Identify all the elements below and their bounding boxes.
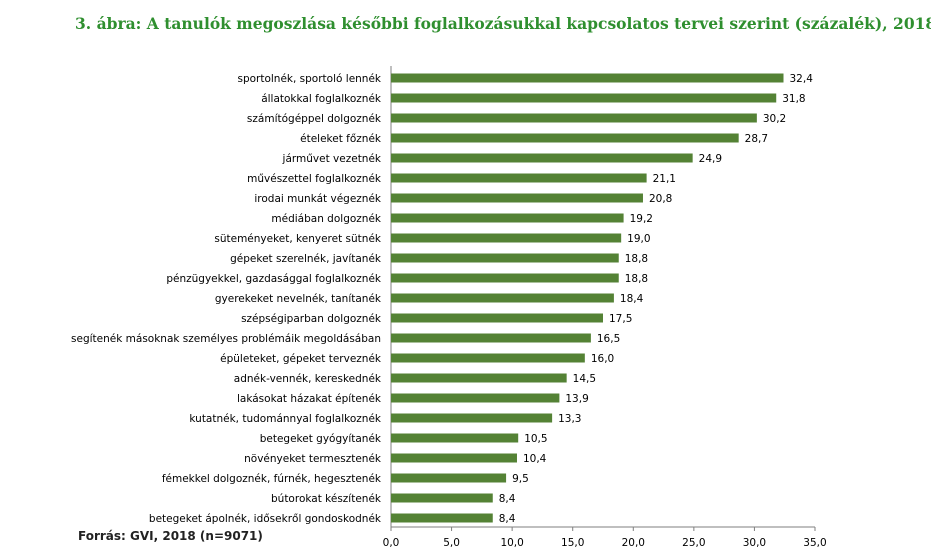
data-label: 16,5: [597, 333, 620, 345]
data-label: 17,5: [609, 313, 632, 325]
category-label: adnék-vennék, kereskednék: [234, 373, 382, 385]
category-label: számítógéppel dolgoznék: [247, 113, 382, 125]
category-label: bútorokat készítenék: [271, 493, 382, 505]
x-tick-label: 30,0: [743, 537, 766, 549]
category-label: ételeket főznék: [300, 133, 382, 145]
data-label: 18,8: [625, 273, 648, 285]
data-label: 21,1: [653, 173, 676, 185]
data-label: 13,3: [558, 413, 581, 425]
data-label: 18,4: [620, 293, 644, 305]
data-label: 8,4: [499, 513, 516, 525]
bar: [391, 453, 517, 463]
category-label: művészettel foglalkoznék: [247, 173, 382, 185]
bar: [391, 213, 624, 223]
bar: [391, 153, 693, 163]
category-label: pénzügyekkel, gazdasággal foglalkoznék: [166, 273, 382, 285]
category-label: szépségiparban dolgoznék: [241, 313, 382, 325]
data-label: 28,7: [745, 133, 768, 145]
source-note: Forrás: GVI, 2018 (n=9071): [78, 529, 263, 543]
category-label: járművet vezetnék: [282, 153, 382, 165]
category-label: irodai munkát végeznék: [254, 193, 382, 205]
bar: [391, 193, 643, 203]
bar: [391, 253, 619, 263]
category-label: állatokkal foglalkoznék: [261, 93, 382, 105]
bar: [391, 473, 507, 483]
category-label: kutatnék, tudománnyal foglalkoznék: [189, 413, 381, 425]
bar: [391, 393, 560, 403]
bar: [391, 133, 739, 143]
data-label: 24,9: [699, 153, 722, 165]
bar: [391, 433, 519, 443]
data-label: 18,8: [625, 253, 648, 265]
category-label: betegeket gyógyítanék: [260, 433, 382, 445]
data-label: 13,9: [565, 393, 588, 405]
data-label: 10,4: [523, 453, 547, 465]
bar: [391, 353, 585, 363]
bar: [391, 413, 553, 423]
category-label: fémekkel dolgoznék, fúrnék, hegesztenék: [162, 473, 382, 485]
data-label: 9,5: [512, 473, 529, 485]
bar: [391, 93, 777, 103]
x-tick-label: 25,0: [682, 537, 705, 549]
category-label: segítenék másoknak személyes problémáik …: [71, 333, 381, 345]
category-label: betegeket ápolnék, idősekről gondoskodné…: [149, 513, 382, 525]
bar: [391, 493, 493, 503]
data-label: 20,8: [649, 193, 672, 205]
data-label: 19,0: [627, 233, 650, 245]
bar: [391, 113, 757, 123]
x-tick-label: 0,0: [383, 537, 400, 549]
bar: [391, 313, 603, 323]
bar: [391, 373, 567, 383]
bar: [391, 173, 647, 183]
data-label: 16,0: [591, 353, 614, 365]
data-label: 31,8: [782, 93, 805, 105]
x-tick-label: 20,0: [622, 537, 645, 549]
category-label: növényeket termesztenék: [244, 453, 382, 465]
data-label: 14,5: [573, 373, 596, 385]
bar: [391, 233, 622, 243]
bar: [391, 333, 591, 343]
x-tick-label: 5,0: [443, 537, 460, 549]
category-label: lakásokat házakat építenék: [237, 393, 382, 405]
x-tick-label: 35,0: [803, 537, 826, 549]
category-label: gépeket szerelnék, javítanék: [230, 253, 382, 265]
bar: [391, 513, 493, 523]
data-label: 8,4: [499, 493, 516, 505]
category-label: épületeket, gépeket terveznék: [220, 353, 382, 365]
data-label: 30,2: [763, 113, 786, 125]
x-tick-label: 10,0: [500, 537, 523, 549]
category-label: sportolnék, sportoló lennék: [237, 73, 381, 85]
x-tick-label: 15,0: [561, 537, 584, 549]
category-label: gyerekeket nevelnék, tanítanék: [215, 293, 382, 305]
chart-title: 3. ábra: A tanulók megoszlása későbbi fo…: [75, 14, 931, 33]
data-label: 10,5: [524, 433, 547, 445]
category-label: médiában dolgoznék: [271, 213, 382, 225]
bar: [391, 73, 784, 83]
category-label: süteményeket, kenyeret sütnék: [214, 233, 382, 245]
data-label: 19,2: [630, 213, 653, 225]
bar: [391, 293, 614, 303]
bar: [391, 273, 619, 283]
data-label: 32,4: [790, 73, 814, 85]
